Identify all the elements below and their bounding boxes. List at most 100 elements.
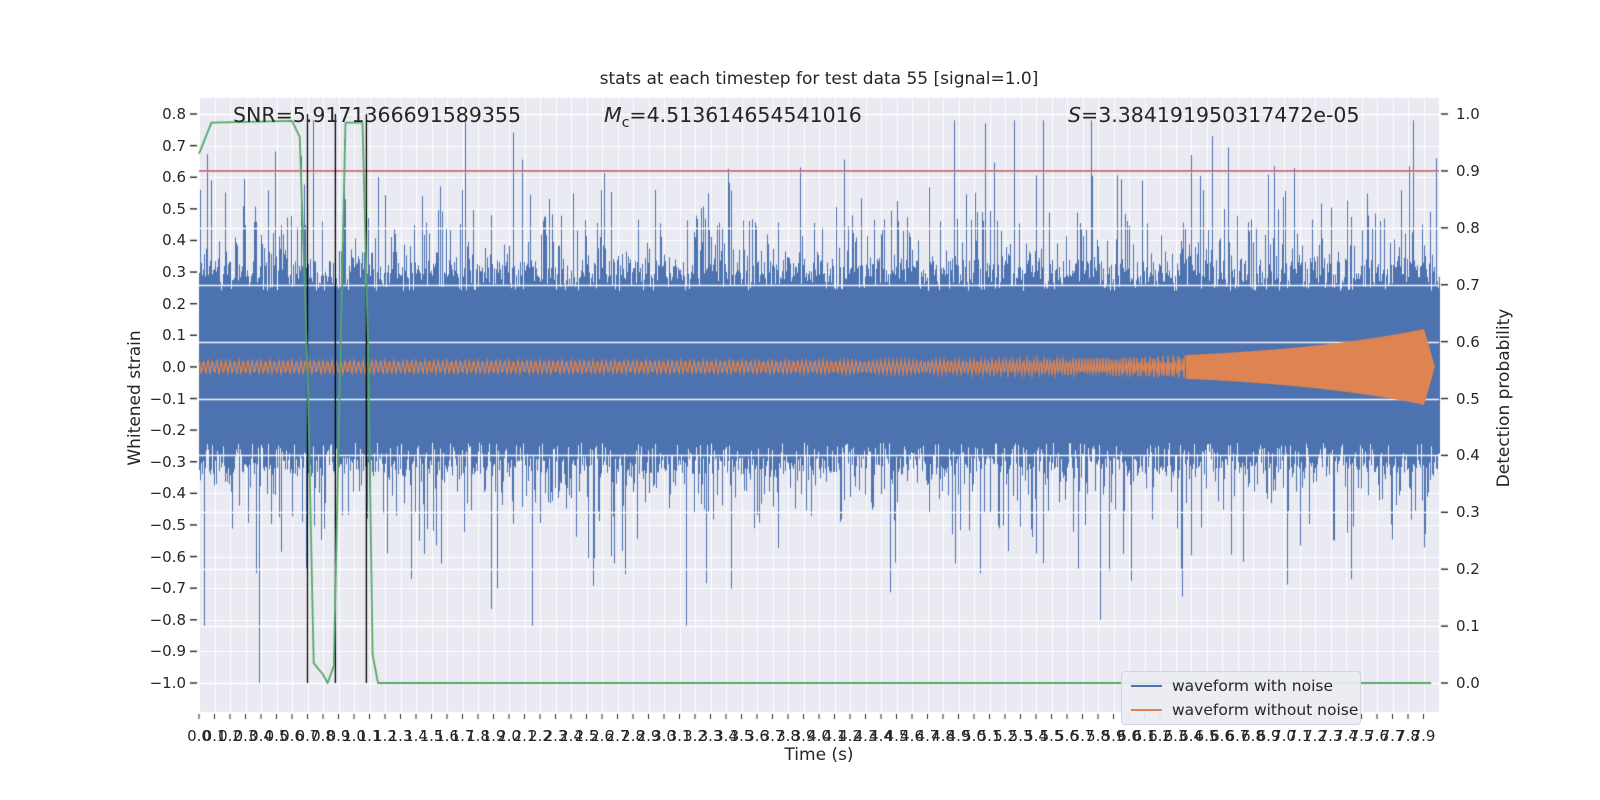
x-tick-label: 4.2 bbox=[838, 727, 862, 745]
x-tick-label: 4.6 bbox=[900, 727, 924, 745]
left-tick-label: −0.6 bbox=[149, 547, 186, 566]
left-tick-label: −0.3 bbox=[149, 452, 186, 471]
x-tick-label: 6.9 bbox=[1256, 727, 1281, 745]
x-tick-label: 2.9 bbox=[636, 727, 661, 745]
x-tick-label: 2.4 bbox=[559, 727, 583, 745]
x-tick-label: 7.2 bbox=[1303, 727, 1327, 745]
x-tick-label: 6.3 bbox=[1163, 727, 1188, 745]
x-tick-label: 0.4 bbox=[249, 727, 273, 745]
left-tick-label: −1.0 bbox=[149, 674, 186, 692]
left-tick-label: −0.2 bbox=[149, 421, 186, 440]
legend-label: waveform with noise bbox=[1172, 677, 1333, 695]
x-tick-label: 5.3 bbox=[1008, 727, 1033, 745]
right-tick-label: 0.3 bbox=[1456, 503, 1480, 522]
annotation-mc-value: =4.513614654541016 bbox=[629, 103, 862, 127]
right-tick-label: 0.7 bbox=[1456, 275, 1480, 294]
x-tick-label: 4.4 bbox=[869, 727, 893, 745]
x-tick-label: 7.0 bbox=[1272, 727, 1296, 745]
x-tick-label: 1.2 bbox=[373, 727, 397, 745]
x-tick-label: 3.7 bbox=[760, 727, 785, 745]
x-tick-label: 7.3 bbox=[1318, 727, 1343, 745]
left-tick-label: −0.7 bbox=[149, 579, 186, 598]
left-tick-label: −0.1 bbox=[149, 389, 186, 408]
x-tick-label: 0.6 bbox=[280, 727, 304, 745]
right-tick-label: 0.1 bbox=[1456, 617, 1480, 636]
x-tick-label: 1.8 bbox=[466, 727, 490, 745]
x-tick-label: 1.9 bbox=[481, 727, 506, 745]
x-tick-label: 2.0 bbox=[497, 727, 521, 745]
x-tick-label: 7.8 bbox=[1396, 727, 1420, 745]
right-tick-label: 0.2 bbox=[1456, 560, 1480, 579]
x-tick-label: 0.0 bbox=[187, 727, 211, 745]
x-tick-label: 6.6 bbox=[1210, 727, 1234, 745]
x-tick-label: 7.9 bbox=[1411, 727, 1436, 745]
x-tick-label: 1.1 bbox=[357, 727, 382, 745]
legend-line-swatch-noise bbox=[1131, 684, 1162, 688]
x-tick-label: 7.1 bbox=[1287, 727, 1312, 745]
x-tick-label: 1.6 bbox=[435, 727, 459, 745]
x-tick-label: 7.5 bbox=[1349, 727, 1374, 745]
x-tick-label: 5.4 bbox=[1024, 727, 1048, 745]
x-tick-label: 4.7 bbox=[915, 727, 940, 745]
x-tick-label: 4.1 bbox=[822, 727, 847, 745]
x-tick-label: 2.7 bbox=[605, 727, 630, 745]
legend-row: waveform without noise bbox=[1122, 700, 1360, 720]
x-tick-label: 0.1 bbox=[202, 727, 227, 745]
x-tick-label: 7.4 bbox=[1334, 727, 1358, 745]
right-y-axis-label: Detection probability bbox=[1494, 308, 1514, 488]
x-tick-label: 5.8 bbox=[1086, 727, 1110, 745]
left-tick-label: −0.5 bbox=[149, 515, 186, 534]
x-tick-label: 1.7 bbox=[450, 727, 475, 745]
x-tick-label: 6.7 bbox=[1225, 727, 1250, 745]
left-tick-label: −0.4 bbox=[149, 484, 186, 503]
x-tick-label: 1.3 bbox=[388, 727, 413, 745]
x-tick-label: 7.7 bbox=[1380, 727, 1405, 745]
left-tick-label: 0.8 bbox=[162, 105, 186, 124]
x-tick-label: 5.6 bbox=[1055, 727, 1079, 745]
annotation-s-symbol: S bbox=[1068, 103, 1082, 127]
right-tick-label: 0.5 bbox=[1456, 389, 1480, 408]
x-tick-label: 6.1 bbox=[1132, 727, 1157, 745]
left-tick-label: 0.7 bbox=[162, 136, 186, 155]
x-tick-label: 2.5 bbox=[574, 727, 599, 745]
x-tick-label: 6.5 bbox=[1194, 727, 1219, 745]
x-tick-label: 5.7 bbox=[1070, 727, 1095, 745]
x-tick-label: 5.0 bbox=[962, 727, 986, 745]
x-axis-label: Time (s) bbox=[784, 745, 854, 765]
left-tick-label: 0.3 bbox=[162, 263, 186, 282]
x-tick-label: 3.9 bbox=[791, 727, 816, 745]
legend: waveform with noise waveform without noi… bbox=[1121, 671, 1361, 725]
x-tick-label: 0.2 bbox=[218, 727, 242, 745]
x-tick-label: 5.5 bbox=[1039, 727, 1064, 745]
right-tick-label: 1.0 bbox=[1456, 105, 1480, 124]
x-tick-label: 6.4 bbox=[1179, 727, 1203, 745]
x-tick-label: 6.2 bbox=[1148, 727, 1172, 745]
left-tick-label: 0.0 bbox=[162, 357, 186, 376]
x-tick-label: 3.5 bbox=[729, 727, 754, 745]
x-tick-label: 4.3 bbox=[853, 727, 878, 745]
x-tick-label: 0.5 bbox=[264, 727, 289, 745]
x-tick-label: 4.9 bbox=[946, 727, 971, 745]
x-tick-label: 1.4 bbox=[404, 727, 428, 745]
left-y-axis-label: Whitened strain bbox=[125, 330, 145, 466]
x-tick-label: 5.2 bbox=[993, 727, 1017, 745]
x-tick-label: 3.1 bbox=[667, 727, 692, 745]
left-tick-label: 0.6 bbox=[162, 168, 186, 187]
x-tick-label: 6.0 bbox=[1117, 727, 1141, 745]
legend-line-swatch-clean bbox=[1131, 708, 1162, 712]
annotation-s-value: =3.384191950317472e-05 bbox=[1081, 103, 1360, 127]
x-tick-label: 0.7 bbox=[295, 727, 320, 745]
x-tick-label: 1.0 bbox=[342, 727, 366, 745]
x-tick-label: 2.2 bbox=[528, 727, 552, 745]
left-tick-label: 0.4 bbox=[162, 231, 186, 250]
x-tick-label: 0.9 bbox=[326, 727, 351, 745]
x-tick-label: 2.6 bbox=[590, 727, 614, 745]
x-tick-label: 0.8 bbox=[311, 727, 335, 745]
x-tick-label: 7.6 bbox=[1365, 727, 1389, 745]
right-tick-label: 0.8 bbox=[1456, 218, 1480, 237]
x-tick-label: 4.0 bbox=[807, 727, 831, 745]
x-tick-label: 6.8 bbox=[1241, 727, 1265, 745]
x-tick-label: 2.3 bbox=[543, 727, 568, 745]
x-tick-label: 2.8 bbox=[621, 727, 645, 745]
